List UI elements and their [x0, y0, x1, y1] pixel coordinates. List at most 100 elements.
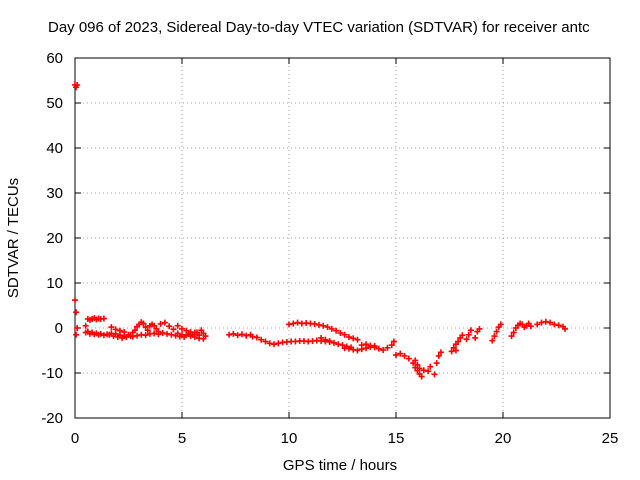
data-point: [315, 321, 322, 328]
data-point: [320, 322, 327, 329]
data-point: [74, 82, 81, 88]
data-point: [82, 322, 89, 329]
data-point: [326, 338, 333, 345]
x-tick-label: 10: [281, 430, 298, 447]
data-point: [459, 332, 466, 339]
data-point: [170, 326, 177, 333]
data-point: [144, 327, 151, 334]
data-point: [134, 332, 141, 339]
data-point: [555, 322, 562, 329]
data-point: [431, 371, 438, 378]
x-axis-label: GPS time / hours: [283, 457, 397, 474]
x-tick-label: 0: [71, 430, 79, 447]
data-point: [112, 326, 119, 333]
data-point: [72, 297, 78, 304]
data-point: [358, 342, 365, 349]
data-point: [437, 349, 444, 356]
data-point: [433, 360, 440, 367]
x-tick-label: 15: [388, 430, 405, 447]
data-point: [538, 319, 545, 326]
data-point: [200, 335, 207, 342]
data-point: [266, 340, 273, 347]
data-point: [345, 334, 352, 340]
data-point: [405, 355, 412, 362]
x-tick-label: 25: [602, 430, 619, 447]
y-axis-label: SDTVAR / TECUs: [5, 178, 22, 298]
data-point: [416, 365, 423, 372]
data-point: [542, 318, 549, 325]
data-point: [384, 344, 391, 351]
data-point: [414, 361, 421, 368]
data-point: [234, 332, 241, 339]
x-tick-label: 5: [178, 430, 186, 447]
data-point: [491, 333, 498, 340]
data-point: [108, 324, 115, 331]
data-point: [140, 320, 147, 327]
data-point: [155, 328, 162, 335]
data-point: [350, 346, 357, 353]
data-point: [345, 345, 352, 352]
data-point: [551, 321, 558, 328]
data-point: [425, 368, 432, 375]
y-tick-label: 0: [55, 320, 63, 337]
data-point: [463, 336, 470, 343]
data-point: [116, 327, 123, 334]
data-point: [151, 330, 158, 337]
data-point: [354, 347, 361, 354]
data-point: [341, 331, 348, 338]
data-point: [367, 342, 374, 349]
data-point: [324, 324, 331, 331]
data-point: [510, 329, 517, 336]
data-point: [253, 334, 260, 341]
data-point: [455, 338, 462, 345]
data-point: [489, 337, 496, 344]
data-point: [318, 334, 325, 341]
data-point: [397, 350, 404, 357]
data-point: [380, 347, 387, 354]
y-tick-label: -20: [41, 410, 63, 427]
data-point: [452, 347, 459, 354]
data-point: [243, 332, 250, 339]
y-tick-label: 40: [46, 140, 63, 157]
grid: [75, 58, 610, 418]
data-point: [562, 325, 569, 332]
data-point: [100, 315, 107, 322]
data-point: [159, 329, 166, 336]
data-point: [142, 324, 149, 331]
data-point: [74, 325, 81, 331]
data-point: [198, 327, 205, 334]
data-point: [418, 373, 425, 380]
data-point: [534, 321, 541, 328]
data-point: [174, 322, 181, 329]
data-point: [393, 352, 399, 358]
data-point: [157, 320, 164, 327]
data-point: [271, 341, 278, 348]
data-point: [371, 344, 378, 351]
data-point: [230, 330, 237, 337]
data-point: [427, 363, 434, 370]
data-point: [142, 332, 149, 339]
data-point: [226, 331, 233, 338]
data-point: [493, 328, 500, 335]
data-point: [330, 339, 337, 346]
data-point: [121, 329, 128, 336]
data-point: [339, 342, 346, 349]
data-point: [467, 327, 474, 334]
data-point: [275, 340, 282, 347]
data-point: [547, 319, 554, 326]
y-tick-label: 10: [46, 275, 63, 292]
data-point: [294, 319, 301, 326]
data-point: [448, 348, 455, 355]
data-point: [183, 327, 190, 334]
data-point: [131, 327, 138, 334]
data-point: [375, 345, 382, 352]
data-point: [290, 320, 297, 327]
y-tick-label: 30: [46, 185, 63, 202]
data-point: [350, 335, 357, 342]
data-point: [191, 334, 198, 340]
data-point: [388, 342, 395, 349]
y-tick-label: 20: [46, 230, 63, 247]
data-point: [328, 325, 335, 332]
data-point: [420, 367, 427, 374]
data-point: [412, 357, 419, 364]
